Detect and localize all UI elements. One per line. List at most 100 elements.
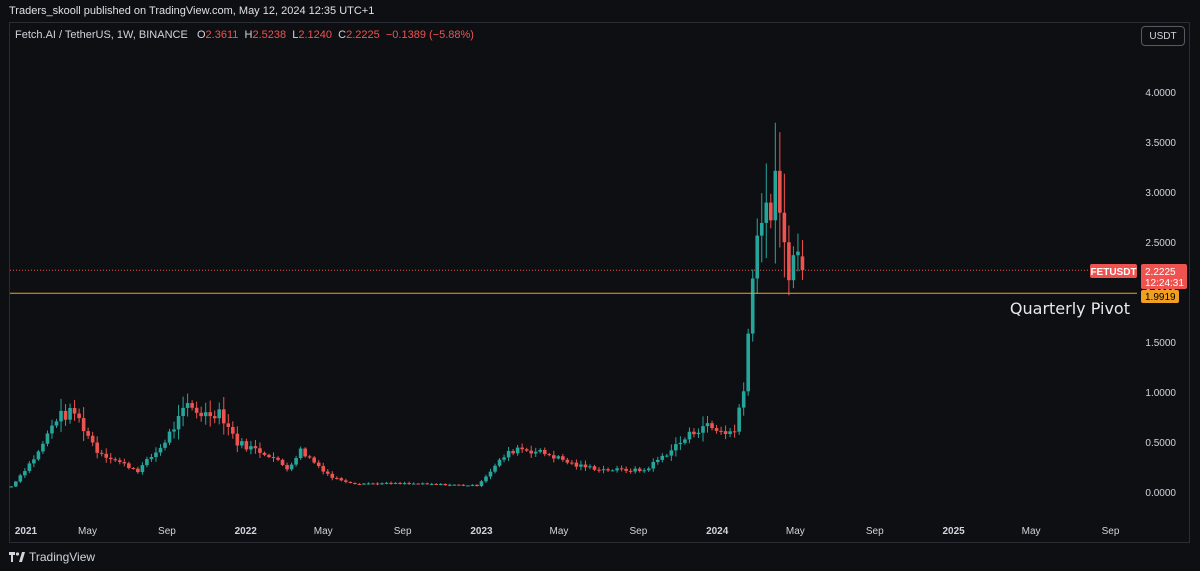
y-tick-label: 1.5000	[1145, 338, 1176, 349]
legend-close-label: C	[338, 29, 347, 41]
candle-body	[77, 413, 81, 419]
candle-body	[610, 470, 615, 472]
candle-body	[637, 468, 642, 471]
x-tick-label: 2021	[15, 526, 38, 537]
currency-button[interactable]: USDT	[1141, 26, 1185, 46]
candle-body	[280, 459, 285, 466]
candle-body	[104, 453, 109, 458]
candle-body	[583, 464, 588, 468]
candle-body	[701, 426, 705, 433]
candle-body	[402, 483, 407, 485]
candle-body	[353, 482, 357, 484]
candle-body	[723, 431, 728, 435]
candle-body	[357, 483, 362, 485]
x-tick-label: May	[1022, 526, 1041, 537]
footer: TradingView	[9, 549, 95, 565]
candle-body	[235, 433, 240, 446]
candle-body	[181, 407, 185, 417]
candle-body	[588, 466, 592, 468]
candle-body	[41, 443, 45, 452]
pivot-price-value: 1.9919	[1145, 292, 1176, 303]
candle-body	[380, 483, 384, 485]
candle-body	[759, 222, 764, 236]
candle-body	[23, 471, 27, 476]
candle-body	[448, 484, 452, 486]
candle-body	[321, 466, 326, 472]
candle-body	[764, 202, 769, 223]
candle-body	[655, 459, 660, 462]
candle-body	[90, 435, 95, 443]
candle-body	[461, 484, 466, 486]
legend-close: 2.2225	[346, 29, 380, 41]
candle-body	[276, 457, 280, 460]
candle-body	[163, 442, 167, 448]
x-tick-label: 2022	[235, 526, 258, 537]
candle-body	[27, 463, 32, 472]
candle-body	[529, 450, 533, 454]
candle-body	[348, 481, 353, 483]
candle-body	[520, 447, 524, 450]
legend-low-label: L	[292, 29, 299, 41]
candle-body	[574, 462, 579, 467]
candle-body	[366, 483, 371, 485]
publisher-header: Traders_skooll published on TradingView.…	[9, 5, 375, 17]
candle-body	[289, 464, 294, 470]
candle-body	[330, 473, 335, 478]
candle-body	[325, 471, 330, 474]
candle-body	[258, 448, 262, 453]
candle-body	[398, 482, 402, 484]
pivot-price-tag	[1141, 290, 1179, 303]
candle-body	[443, 484, 448, 486]
pivot-annotation: Quarterly Pivot	[1010, 299, 1130, 318]
candle-body	[619, 468, 624, 470]
candle-body	[99, 452, 104, 454]
candle-body	[796, 251, 800, 256]
candle-body	[316, 462, 321, 467]
candle-body	[457, 484, 461, 486]
candle-body	[484, 476, 488, 482]
candle-body	[552, 455, 556, 459]
x-tick-label: May	[314, 526, 333, 537]
candle-body	[420, 483, 425, 485]
candle-body	[140, 465, 145, 473]
candle-body	[601, 469, 606, 471]
candle-body	[339, 478, 344, 481]
candle-body	[502, 457, 506, 460]
candle-body	[452, 484, 457, 486]
candle-body	[511, 451, 515, 454]
candle-body	[45, 433, 50, 444]
candle-body	[81, 418, 86, 432]
candle-body	[493, 465, 497, 472]
candle-body	[692, 431, 696, 435]
candle-body	[488, 471, 493, 477]
legend-open-label: O	[196, 29, 206, 41]
tradingview-logo-icon	[9, 552, 25, 562]
candle-body	[674, 444, 678, 451]
chart-frame	[9, 22, 1190, 543]
candle-body	[371, 483, 375, 485]
candle-body	[782, 212, 787, 243]
candle-body	[185, 403, 190, 408]
candle-body	[547, 454, 552, 456]
candle-body	[136, 468, 140, 473]
candle-body	[687, 431, 692, 440]
candle-body	[172, 429, 176, 432]
candle-body	[167, 431, 172, 443]
candle-body	[542, 449, 547, 455]
legend-open: 2.3611	[205, 29, 239, 41]
bar-countdown: 12:24:31	[1145, 278, 1184, 289]
candle-body	[294, 458, 298, 465]
candle-body	[556, 456, 561, 459]
x-tick-label: Sep	[394, 526, 412, 537]
legend-high-label: H	[244, 29, 253, 41]
candle-body	[769, 202, 773, 221]
candle-body	[683, 439, 687, 443]
candle-body	[497, 459, 502, 466]
y-tick-label: 3.5000	[1145, 138, 1176, 149]
candle-body	[18, 475, 23, 482]
candle-body	[226, 423, 231, 427]
candle-body	[624, 468, 628, 471]
candle-body	[425, 483, 430, 485]
candle-body	[719, 430, 723, 432]
